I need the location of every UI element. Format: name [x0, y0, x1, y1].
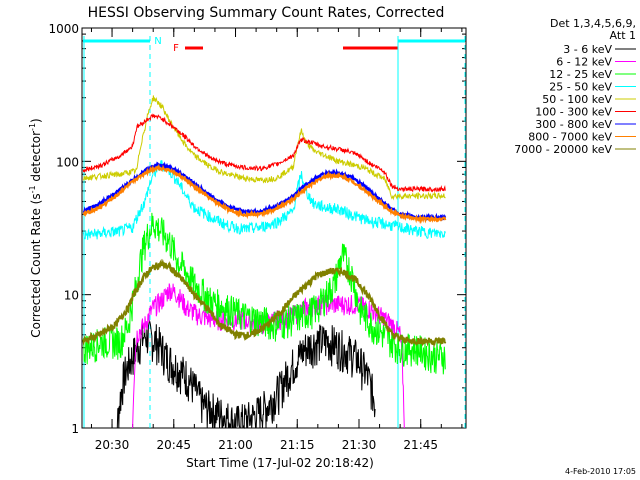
legend-label-5: 100 - 300 keV [535, 106, 612, 119]
x-tick-label: 21:45 [403, 438, 438, 452]
y-tick-label: 10 [64, 289, 79, 303]
x-tick-label: 20:45 [156, 438, 191, 452]
legend-label-3: 25 - 50 keV [549, 81, 612, 94]
series-line-2 [82, 212, 446, 375]
legend-label-8: 7000 - 20000 keV [514, 143, 612, 156]
x-tick-label: 21:15 [280, 438, 315, 452]
y-tick-label: 1 [71, 422, 79, 436]
y-axis-label-sup-1: -1 [28, 185, 37, 193]
x-tick-label: 20:30 [95, 438, 130, 452]
series-line-3 [82, 160, 446, 240]
y-axis-label: Corrected Count Rate (s-1 detector-1) [28, 118, 43, 337]
legend-label-2: 12 - 25 keV [549, 68, 612, 81]
y-axis-label-part-3: ) [29, 118, 43, 123]
legend-header-line-1: Det 1,3,4,5,6,9, [550, 17, 636, 30]
annotation-f: F [173, 43, 179, 54]
legend-label-0: 3 - 6 keV [563, 43, 612, 56]
series-line-0 [83, 320, 376, 429]
legend-label-6: 300 - 800 keV [535, 118, 612, 131]
legend-header-line-2: Att 1 [610, 29, 636, 42]
legend-label-1: 6 - 12 keV [556, 56, 612, 69]
legend-label-7: 800 - 7000 keV [528, 131, 612, 144]
plot-area: 1 10 100 1000 20:30 20:45 21:00 21:15 21:30 21:45… [48, 22, 467, 452]
y-tick-label: 100 [56, 155, 79, 169]
x-axis-label: Start Time (17-Jul-02 20:18:42) [186, 456, 374, 470]
x-tick-label: 21:00 [218, 438, 253, 452]
series-line-4 [82, 95, 446, 201]
chart-title: HESSI Observing Summary Count Rates, Cor… [88, 5, 445, 21]
y-axis-label-part-1: Corrected Count Rate (s [29, 193, 43, 337]
series-line-6 [82, 161, 447, 222]
annotation-n: N [154, 36, 161, 47]
y-tick-label: 1000 [48, 22, 79, 36]
series-line-5 [82, 113, 446, 193]
series-line-8 [82, 258, 447, 348]
footer-date: 4-Feb-2010 17:05 [565, 467, 636, 476]
series-line-7 [82, 163, 447, 225]
x-tick-label: 21:30 [342, 438, 377, 452]
y-axis-label-part-2: detector [29, 131, 43, 186]
plot-frame [81, 27, 467, 429]
series-line-1 [132, 283, 405, 429]
legend-label-4: 50 - 100 keV [542, 93, 612, 106]
y-axis-label-sup-2: -1 [28, 123, 37, 131]
